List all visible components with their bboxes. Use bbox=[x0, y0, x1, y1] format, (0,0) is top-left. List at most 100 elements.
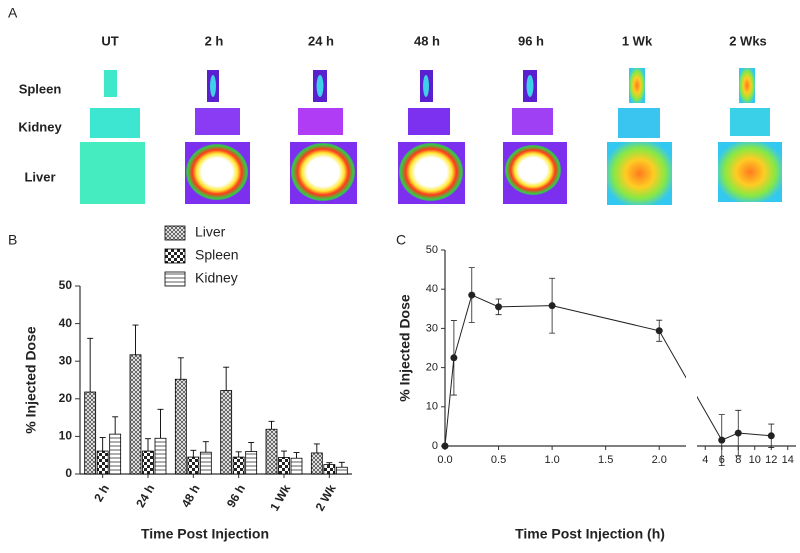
bar bbox=[142, 450, 154, 475]
y-tick-label: 10 bbox=[59, 429, 73, 443]
x-tick-label: 8 bbox=[735, 454, 741, 466]
data-point bbox=[734, 429, 742, 437]
bar bbox=[335, 466, 348, 475]
column-label: 96 h bbox=[518, 33, 544, 48]
y-tick-label: 0 bbox=[65, 466, 72, 480]
liver-image bbox=[718, 142, 782, 202]
y-tick-label: 50 bbox=[59, 278, 73, 292]
x-tick-label: 14 bbox=[782, 454, 794, 466]
error-bar bbox=[338, 461, 345, 468]
panel-label: A bbox=[8, 5, 18, 21]
legend-swatch bbox=[164, 248, 186, 264]
data-point bbox=[548, 302, 556, 310]
y-tick-label: 10 bbox=[426, 401, 438, 413]
error-bar bbox=[202, 441, 209, 453]
x-tick-label: 0.5 bbox=[491, 454, 506, 466]
error-bar bbox=[223, 366, 230, 391]
error-bar bbox=[190, 449, 197, 458]
bar bbox=[323, 464, 336, 475]
spleen-signal bbox=[526, 75, 534, 97]
bar bbox=[290, 457, 303, 475]
y-axis-title: % Injected Dose bbox=[23, 326, 39, 434]
error-bar bbox=[157, 408, 164, 439]
x-tick-label: 1.0 bbox=[544, 454, 559, 466]
bar bbox=[174, 378, 187, 475]
data-point bbox=[495, 303, 503, 311]
error-bar bbox=[281, 450, 287, 458]
y-tick-label: 30 bbox=[426, 322, 438, 334]
y-tick-label: 50 bbox=[426, 244, 438, 256]
column-label: 2 Wks bbox=[729, 33, 767, 48]
y-tick-label: 20 bbox=[59, 391, 73, 405]
x-tick-label: 10 bbox=[749, 454, 761, 466]
bar bbox=[129, 354, 142, 475]
column-label: 2 h bbox=[205, 33, 224, 48]
bar bbox=[245, 451, 258, 475]
bar bbox=[199, 451, 212, 475]
bar bbox=[310, 452, 323, 475]
data-point bbox=[718, 436, 726, 444]
column-label: 24 h bbox=[308, 33, 334, 48]
spleen-signal bbox=[316, 75, 324, 97]
x-tick-label: 2 Wk bbox=[313, 482, 339, 514]
x-axis-title: Time Post Injection bbox=[141, 526, 269, 542]
error-bar bbox=[112, 416, 119, 435]
row-label: Kidney bbox=[18, 119, 62, 134]
kidney-image bbox=[512, 108, 553, 135]
column-label: 48 h bbox=[414, 33, 440, 48]
error-bar bbox=[313, 443, 320, 453]
kidney-image bbox=[90, 108, 140, 138]
axis-break bbox=[686, 240, 697, 456]
x-tick-label: 2.0 bbox=[652, 454, 667, 466]
error-bar bbox=[177, 357, 184, 380]
y-tick-label: 30 bbox=[59, 353, 73, 367]
x-tick-label: 2 h bbox=[91, 482, 112, 504]
bar bbox=[187, 456, 200, 475]
error-bar bbox=[248, 441, 255, 452]
spleen-signal bbox=[210, 75, 216, 97]
bar bbox=[232, 456, 245, 475]
row-label: Liver bbox=[24, 169, 55, 184]
row-label: Spleen bbox=[19, 81, 62, 96]
liver-image bbox=[607, 142, 672, 205]
kidney-image bbox=[408, 108, 450, 135]
x-axis-title: Time Post Injection (h) bbox=[515, 526, 665, 542]
legend-swatch bbox=[164, 225, 186, 241]
y-axis-title: % Injected Dose bbox=[397, 294, 413, 402]
x-tick-label: 48 h bbox=[179, 482, 203, 510]
data-point bbox=[450, 354, 458, 362]
error-bar bbox=[145, 438, 151, 452]
liver-signal bbox=[505, 145, 561, 195]
legend-label: Liver bbox=[195, 224, 226, 240]
column-label: UT bbox=[101, 33, 118, 48]
bar bbox=[84, 391, 97, 475]
data-point bbox=[767, 432, 775, 440]
x-tick-label: 0.0 bbox=[437, 454, 452, 466]
y-tick-label: 40 bbox=[426, 283, 438, 295]
error-bar bbox=[268, 420, 275, 430]
bar bbox=[154, 437, 167, 475]
y-tick-label: 20 bbox=[426, 362, 438, 374]
y-tick-label: 0 bbox=[432, 440, 438, 452]
bar bbox=[220, 390, 233, 475]
error-bar bbox=[99, 437, 106, 452]
error-bar bbox=[87, 337, 94, 393]
bar bbox=[265, 428, 278, 475]
legend-label: Spleen bbox=[195, 247, 239, 263]
legend-label: Kidney bbox=[195, 270, 238, 286]
data-point bbox=[441, 442, 449, 450]
spleen-image bbox=[104, 70, 117, 97]
bar bbox=[278, 457, 290, 475]
data-point bbox=[468, 291, 476, 299]
panel-label: C bbox=[396, 232, 406, 248]
liver-image bbox=[80, 142, 145, 204]
panel-label: B bbox=[8, 232, 17, 248]
x-tick-label: 4 bbox=[702, 454, 708, 466]
kidney-image bbox=[618, 108, 660, 138]
error-bar bbox=[235, 451, 242, 458]
y-tick-label: 40 bbox=[59, 316, 73, 330]
liver-signal bbox=[186, 144, 248, 200]
error-bar bbox=[132, 324, 139, 355]
bar bbox=[109, 433, 122, 475]
